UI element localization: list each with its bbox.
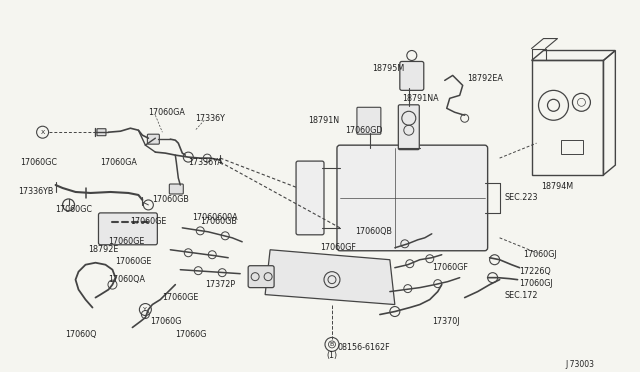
FancyBboxPatch shape bbox=[99, 213, 157, 245]
Text: 17060GC: 17060GC bbox=[56, 205, 93, 214]
Text: 17060QB: 17060QB bbox=[355, 227, 392, 236]
Text: SEC.223: SEC.223 bbox=[504, 193, 538, 202]
Text: 17060GB: 17060GB bbox=[200, 217, 237, 227]
Text: 17060GE: 17060GE bbox=[115, 257, 152, 266]
FancyBboxPatch shape bbox=[97, 129, 106, 136]
Text: 18791NA: 18791NA bbox=[402, 94, 438, 103]
Text: B: B bbox=[330, 342, 334, 347]
FancyBboxPatch shape bbox=[400, 61, 424, 90]
Text: 17060G: 17060G bbox=[175, 330, 207, 339]
FancyBboxPatch shape bbox=[296, 161, 324, 235]
Bar bbox=[561, 140, 584, 154]
Text: 17372P: 17372P bbox=[205, 280, 236, 289]
FancyBboxPatch shape bbox=[170, 184, 183, 194]
Text: 18791N: 18791N bbox=[308, 116, 339, 125]
Text: 08156-6162F: 08156-6162F bbox=[338, 343, 390, 352]
Text: 18794M: 18794M bbox=[541, 183, 573, 192]
Text: 17060GB: 17060GB bbox=[152, 195, 189, 205]
Text: 18792EA: 18792EA bbox=[467, 74, 502, 83]
Text: J 73003: J 73003 bbox=[565, 360, 595, 369]
Text: 17060GF: 17060GF bbox=[432, 263, 468, 272]
Text: 17336Y: 17336Y bbox=[195, 114, 225, 123]
Text: 17060GJ: 17060GJ bbox=[524, 250, 557, 259]
Polygon shape bbox=[265, 250, 395, 305]
Text: 18792E: 18792E bbox=[88, 245, 119, 254]
Text: Y: Y bbox=[143, 307, 147, 312]
FancyBboxPatch shape bbox=[147, 134, 159, 144]
Text: 17370J: 17370J bbox=[432, 317, 460, 326]
Text: 17060GE: 17060GE bbox=[163, 293, 198, 302]
Text: 17060GA: 17060GA bbox=[100, 158, 138, 167]
Text: 17060GF: 17060GF bbox=[320, 243, 356, 252]
Text: 17060QA: 17060QA bbox=[108, 275, 145, 284]
Text: 17336YA: 17336YA bbox=[188, 158, 223, 167]
Text: 17060Q: 17060Q bbox=[65, 330, 97, 339]
Text: 17060G: 17060G bbox=[150, 317, 182, 326]
Text: SEC.172: SEC.172 bbox=[504, 291, 538, 300]
Text: 17060GE: 17060GE bbox=[131, 217, 167, 227]
Text: 17060GJ: 17060GJ bbox=[520, 279, 553, 288]
FancyBboxPatch shape bbox=[357, 107, 381, 134]
Text: (1): (1) bbox=[326, 351, 337, 360]
Text: 17060GC: 17060GC bbox=[20, 158, 58, 167]
Text: 17060600A: 17060600A bbox=[192, 214, 238, 222]
FancyBboxPatch shape bbox=[337, 145, 488, 251]
Text: 17060GD: 17060GD bbox=[345, 126, 383, 135]
FancyBboxPatch shape bbox=[398, 105, 419, 150]
Text: 17060GA: 17060GA bbox=[148, 108, 185, 117]
Bar bbox=[532, 61, 604, 175]
Text: 17336YB: 17336YB bbox=[19, 187, 54, 196]
Text: X: X bbox=[40, 130, 45, 135]
Text: 17226Q: 17226Q bbox=[520, 267, 551, 276]
Text: 17060GE: 17060GE bbox=[108, 237, 145, 246]
FancyBboxPatch shape bbox=[248, 266, 274, 288]
Text: 18795M: 18795M bbox=[372, 64, 404, 73]
